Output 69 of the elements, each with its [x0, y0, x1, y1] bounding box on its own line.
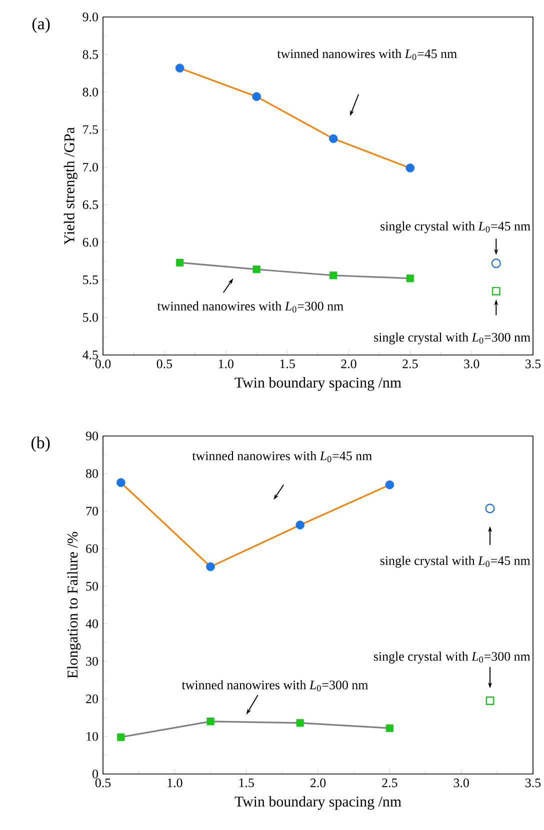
y-tick-label: 40 [86, 619, 98, 628]
y-tick-label: 20 [86, 694, 98, 704]
x-tick-label: 1.5 [280, 360, 295, 368]
x-tick-label: 2.0 [310, 778, 326, 788]
point [116, 478, 126, 487]
y-tick-label: 4.5 [82, 350, 98, 360]
x-tick-label: 2.0 [341, 360, 356, 368]
x-tick-label: 0.5 [156, 360, 172, 368]
point [330, 272, 338, 280]
annotation: twinned nanowires with L$_{0}$=45 nm [192, 451, 372, 462]
y-tick-label: 80 [86, 469, 98, 478]
y-tick-label: 0 [92, 770, 98, 778]
point [491, 258, 501, 268]
y-tick-label: 6.5 [82, 200, 98, 210]
point [406, 274, 414, 282]
y-tick-label: 6.0 [82, 238, 98, 247]
x-tick-label: 1.0 [168, 778, 182, 788]
point [296, 520, 304, 530]
point [328, 134, 338, 144]
annotation: single crystal with L$_{0}$=45 nm [380, 556, 530, 568]
chart-title: (a) [32, 18, 50, 33]
x-tick-label: 0.0 [95, 360, 111, 368]
point [385, 480, 394, 490]
point [406, 164, 415, 172]
y-tick-label: 30 [86, 656, 98, 666]
y-tick-label: 8.0 [82, 88, 98, 97]
y-tick-label: 60 [86, 544, 98, 554]
point [485, 504, 495, 514]
point [117, 733, 125, 741]
y-tick-label: 10 [86, 732, 98, 741]
x-axis-title: Twin boundary spacing /nm [234, 377, 402, 391]
annotation: single crystal with L$_{0}$=45 nm [380, 221, 530, 234]
x-tick-label: 3.5 [526, 778, 541, 788]
y-tick-label: 90 [86, 432, 98, 440]
y-tick-label: 7.5 [83, 125, 98, 134]
y-tick-label: 9.0 [82, 12, 98, 22]
annotation: single crystal with L$_{0}$=300 nm [374, 332, 530, 344]
point [175, 64, 184, 72]
point [386, 724, 394, 732]
y-tick-label: 5.5 [83, 276, 98, 284]
x-tick-label: 3.0 [454, 778, 469, 788]
x-tick-label: 2.5 [402, 360, 418, 368]
annotation: single crystal with L$_{0}$=300 nm [374, 652, 530, 664]
chart-title: (b) [31, 436, 50, 452]
x-tick-label: 1.0 [218, 360, 234, 368]
y-tick-label: 7.0 [83, 162, 98, 172]
annotation: twinned nanowires with L$_{0}$=45 nm [277, 49, 457, 60]
point [486, 696, 494, 705]
x-tick-label: 0.5 [95, 778, 111, 788]
point [176, 258, 184, 266]
y-tick-label: 8.5 [82, 50, 98, 59]
x-tick-label: 2.5 [382, 778, 398, 788]
y-axis-title: Yield strength /GPa [64, 127, 78, 245]
y-tick-label: 70 [86, 506, 98, 516]
point [296, 719, 304, 727]
point [492, 286, 500, 296]
point [252, 92, 261, 102]
y-axis-title: Elongation to Failure /% [67, 532, 81, 678]
x-tick-label: 1.5 [239, 778, 254, 788]
x-tick-label: 3.0 [464, 360, 480, 368]
point [252, 266, 260, 274]
annotation: twinned nanowires with L$_{0}$=300 nm [157, 301, 344, 312]
y-tick-label: 5.0 [83, 313, 98, 322]
x-axis-title: Twin boundary spacing /nm [234, 796, 402, 810]
x-tick-label: 3.5 [526, 360, 541, 368]
y-tick-label: 50 [86, 582, 98, 591]
point [206, 562, 215, 572]
annotation: twinned nanowires with L$_{0}$=300 nm [182, 680, 368, 692]
point [206, 718, 214, 726]
